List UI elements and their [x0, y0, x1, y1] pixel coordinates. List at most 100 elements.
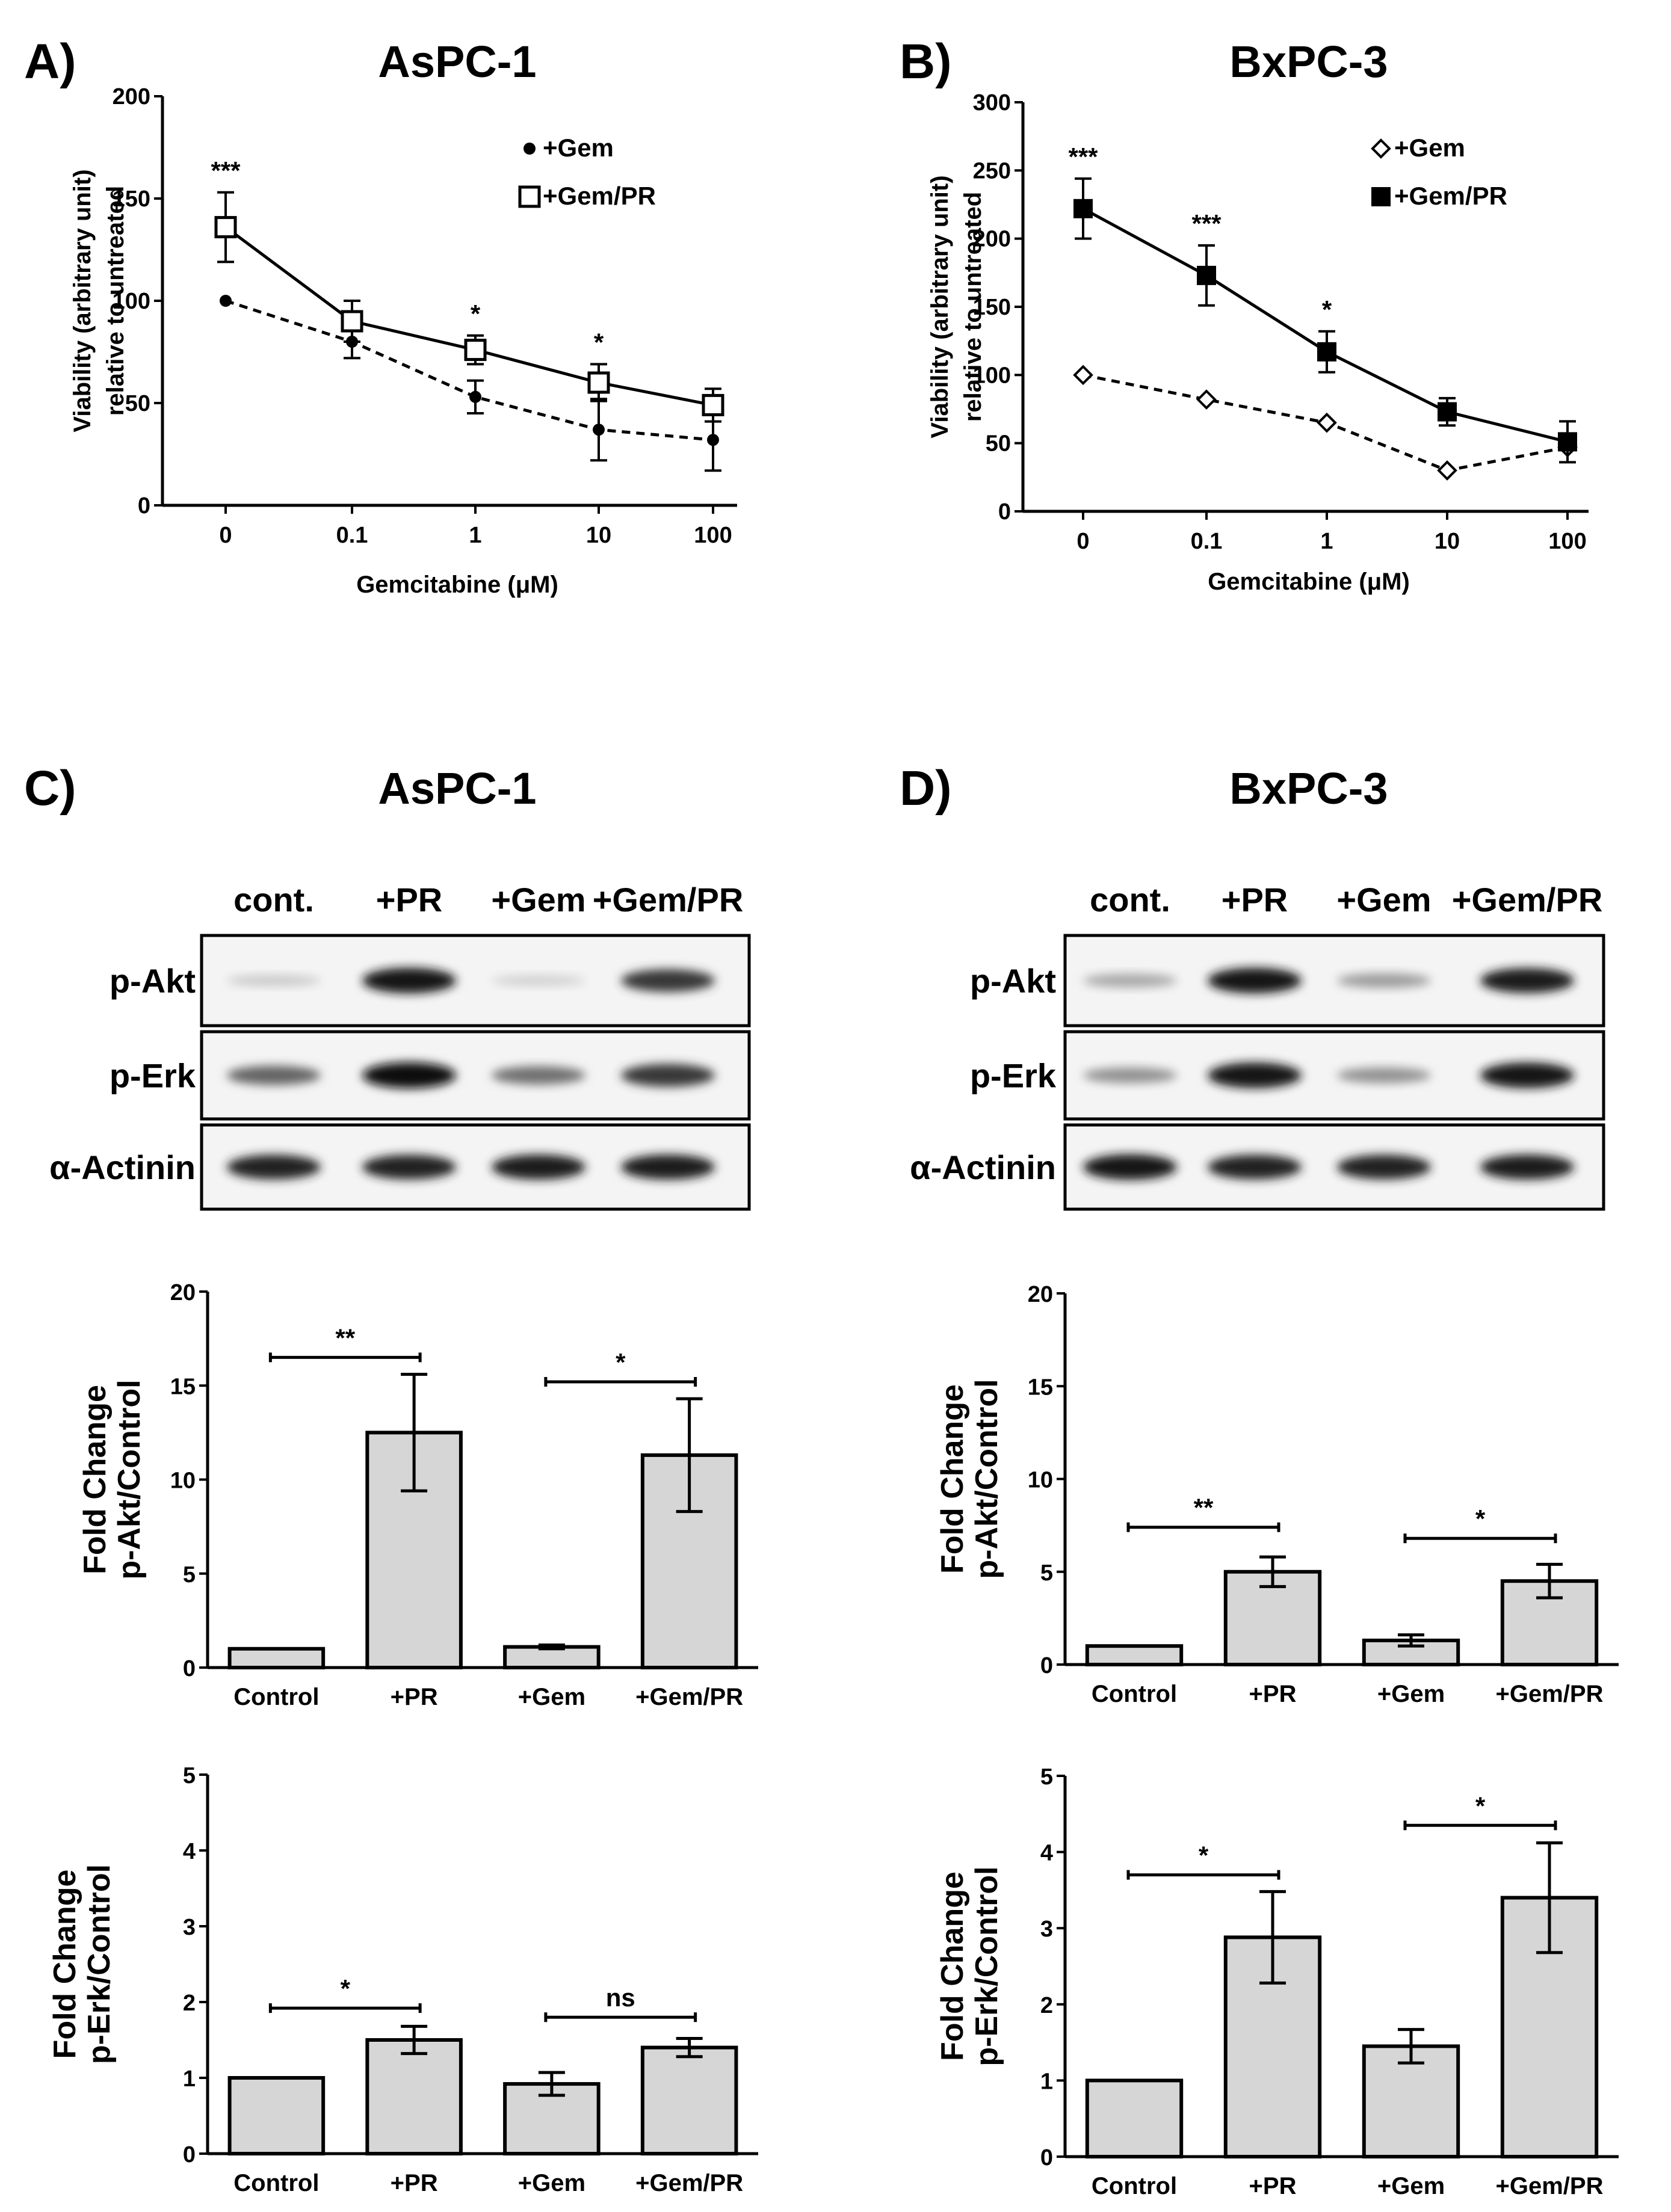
y-tick-label: 50 — [125, 391, 150, 416]
x-tick-label: 1 — [469, 523, 481, 548]
panel-label-d: D) — [900, 761, 952, 816]
y-tick-label: 20 — [170, 1280, 196, 1305]
blot-band — [227, 1154, 321, 1180]
lane-label: cont. — [233, 881, 314, 919]
blot-band — [1208, 1154, 1302, 1180]
bar — [227, 2076, 326, 2155]
blot-band — [227, 975, 321, 987]
lane-label: +PR — [376, 881, 443, 919]
data-point — [1197, 265, 1216, 285]
legend-label: +Gem/PR — [1394, 182, 1507, 210]
y-tick-label: 150 — [973, 295, 1011, 320]
blot-row-label: p-Akt — [110, 962, 196, 1000]
y-tick-label: 20 — [1028, 1282, 1053, 1307]
x-tick-label: +Gem — [518, 2170, 585, 2196]
y-axis-label: relative to untreated — [960, 192, 986, 422]
y-tick-label: 5 — [1040, 1764, 1053, 1790]
legend-marker — [1371, 138, 1391, 159]
y-tick-label: 0 — [1040, 1653, 1053, 1678]
bar — [1085, 1644, 1184, 1666]
data-point — [1196, 389, 1217, 410]
data-point — [1317, 412, 1337, 433]
bar — [640, 2045, 738, 2156]
y-axis-label: Fold Change — [935, 1872, 970, 2061]
blot-row-label: p-Erk — [110, 1057, 196, 1095]
significance-label: * — [471, 300, 481, 328]
blot-band — [621, 969, 715, 992]
panel-title-b: BxPC-3 — [1229, 37, 1388, 87]
significance-label: ns — [606, 1983, 635, 2012]
x-tick-label: +Gem/PR — [635, 2170, 743, 2196]
blot-band — [1337, 1154, 1431, 1180]
x-tick-label: +PR — [391, 2170, 438, 2196]
lane-label: +Gem — [1336, 881, 1431, 919]
data-point — [1437, 460, 1457, 481]
data-point — [707, 434, 719, 446]
data-point — [341, 310, 363, 333]
y-axis-label: Fold Change — [48, 1870, 82, 2059]
x-tick-label: 0 — [1076, 529, 1089, 554]
lane-label: +Gem — [491, 881, 585, 919]
bar-chart-aspc1-pakt: 0 5 10 15 20 Control +PR +Gem +Gem/PR Fold Change… — [78, 1280, 758, 1710]
legend-marker — [518, 185, 541, 208]
y-tick-label: 0 — [1040, 2145, 1053, 2170]
significance-label: * — [1475, 1791, 1486, 1820]
y-axis-label: p-Erk/Control — [82, 1864, 117, 2064]
significance-label: *** — [1191, 209, 1222, 238]
y-tick-label: 100 — [113, 289, 150, 314]
x-tick-label: 1 — [1320, 529, 1333, 554]
blot-band — [227, 1065, 321, 1085]
series-line — [225, 299, 714, 442]
y-tick-label: 0 — [183, 1656, 196, 1681]
y-axis-label: p-Akt/Control — [969, 1379, 1004, 1579]
y-axis-label: p-Akt/Control — [112, 1379, 147, 1579]
blot-row-label: α-Actinin — [910, 1148, 1056, 1186]
lane-label: +PR — [1222, 881, 1288, 919]
blot-band — [621, 1154, 715, 1180]
legend-marker — [1371, 187, 1391, 206]
x-tick-label: 100 — [694, 523, 732, 548]
blot-band — [1480, 968, 1574, 993]
y-tick-label: 0 — [998, 499, 1011, 525]
line-chart-bxpc3: 0 50 100 150 200 250 300 0 0.1 1 10 100 Gemcitabine … — [927, 90, 1589, 595]
y-tick-label: 5 — [183, 1562, 196, 1588]
panel-title-d: BxPC-3 — [1229, 763, 1388, 813]
y-tick-label: 4 — [183, 1839, 196, 1864]
y-tick-label: 3 — [1040, 1917, 1053, 1942]
panel-title-c: AsPC-1 — [378, 763, 536, 813]
data-point — [1558, 432, 1577, 452]
bar — [1085, 2078, 1184, 2158]
significance-label: * — [1199, 1841, 1209, 1870]
western-blot-bxpc3: cont. +PR +Gem +Gem/PR p-Akt p-Erk α-Actinin — [910, 881, 1605, 1211]
blot-band — [1208, 967, 1302, 994]
x-tick-label: 100 — [1548, 529, 1586, 554]
blot-band — [1083, 1067, 1177, 1083]
x-tick-label: 0 — [219, 523, 232, 548]
y-tick-label: 4 — [1040, 1841, 1053, 1866]
lane-label: +Gem/PR — [593, 881, 744, 919]
significance-label: * — [616, 1348, 626, 1376]
y-tick-label: 50 — [986, 431, 1011, 457]
y-tick-label: 150 — [113, 186, 150, 212]
x-tick-label: 0.1 — [336, 523, 368, 548]
bar-chart-bxpc3-pakt: 0 5 10 15 20 Control +PR +Gem +Gem/PR Fold Change… — [935, 1282, 1619, 1707]
data-point — [464, 339, 487, 362]
significance-label: ** — [1194, 1494, 1214, 1522]
data-point — [1073, 199, 1093, 218]
blot-row-label: α-Actinin — [49, 1148, 196, 1186]
x-tick-label: +Gem/PR — [1496, 2173, 1604, 2199]
y-tick-label: 0 — [183, 2142, 196, 2167]
x-tick-label: +PR — [1249, 2173, 1297, 2199]
y-axis-label: Fold Change — [78, 1385, 113, 1574]
bar-chart-bxpc3-perk: 0 1 2 3 4 5 Control +PR +Gem +Gem/PR Fold Change p-… — [935, 1764, 1619, 2199]
data-point — [702, 393, 724, 416]
bar — [227, 1647, 326, 1669]
blot-row-label: p-Akt — [970, 962, 1056, 1000]
x-tick-label: 10 — [1435, 529, 1460, 554]
data-point — [1073, 365, 1093, 386]
x-tick-label: +Gem — [518, 1684, 585, 1710]
significance-label: * — [594, 328, 604, 356]
blot-band — [1083, 973, 1177, 988]
x-tick-label: +PR — [391, 1684, 438, 1710]
